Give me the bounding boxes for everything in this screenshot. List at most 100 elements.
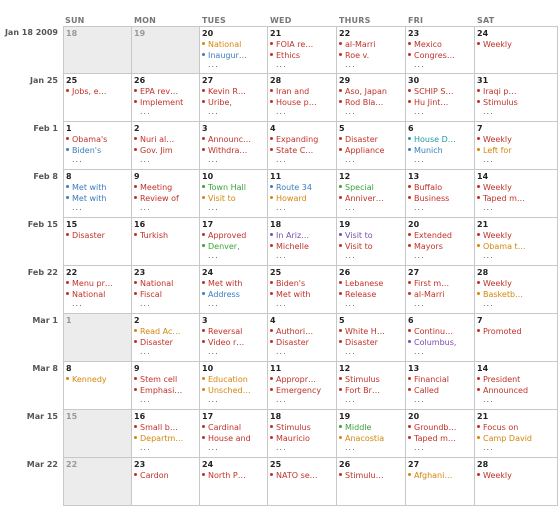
- more-events-link[interactable]: ...: [483, 299, 494, 308]
- more-events-link[interactable]: ...: [276, 347, 287, 356]
- day-cell[interactable]: 19 Middle Anacostia...: [337, 410, 406, 458]
- day-cell[interactable]: 29 Aso, Japan Rod Bla…...: [337, 74, 406, 122]
- day-number[interactable]: 19: [339, 220, 351, 229]
- more-events-link[interactable]: ...: [276, 60, 287, 69]
- day-number[interactable]: 10: [202, 364, 214, 373]
- day-number[interactable]: 26: [339, 460, 351, 469]
- calendar-event[interactable]: National: [200, 39, 267, 50]
- more-events-link[interactable]: ...: [140, 203, 151, 212]
- more-events-link[interactable]: ...: [140, 155, 151, 164]
- day-number[interactable]: 2: [134, 316, 140, 325]
- day-number[interactable]: 8: [66, 172, 72, 181]
- day-cell[interactable]: 20 National Inaugur…...: [200, 26, 268, 74]
- more-events-link[interactable]: ...: [414, 203, 425, 212]
- more-events-link[interactable]: ...: [208, 395, 219, 404]
- more-events-link[interactable]: ...: [276, 395, 287, 404]
- more-events-link[interactable]: ...: [483, 251, 494, 260]
- calendar-event[interactable]: Afghani…: [406, 470, 474, 481]
- more-events-link[interactable]: ...: [140, 443, 151, 452]
- day-number[interactable]: 2: [134, 124, 140, 133]
- day-cell[interactable]: 28 Weekly Basketb…...: [475, 266, 558, 314]
- calendar-event[interactable]: Weekly: [475, 230, 557, 241]
- calendar-event[interactable]: Reversal: [200, 326, 267, 337]
- calendar-event[interactable]: Disaster: [132, 337, 199, 348]
- calendar-event[interactable]: Video r…: [200, 337, 267, 348]
- more-events-link[interactable]: ...: [345, 155, 356, 164]
- calendar-event[interactable]: Appropr…: [268, 374, 336, 385]
- more-events-link[interactable]: ...: [208, 155, 219, 164]
- day-cell[interactable]: 1 Obama's Biden's...: [63, 122, 132, 170]
- calendar-event[interactable]: Jobs, e…: [64, 86, 131, 97]
- day-number[interactable]: 28: [477, 268, 489, 277]
- more-events-link[interactable]: ...: [276, 251, 287, 260]
- day-number[interactable]: 16: [134, 412, 146, 421]
- day-number[interactable]: 13: [408, 364, 420, 373]
- calendar-event[interactable]: Announced: [475, 385, 557, 396]
- calendar-event[interactable]: Obama's: [64, 134, 131, 145]
- day-number[interactable]: 24: [202, 268, 214, 277]
- more-events-link[interactable]: ...: [276, 443, 287, 452]
- day-number[interactable]: 14: [477, 172, 489, 181]
- day-number[interactable]: 1: [66, 316, 72, 325]
- more-events-link[interactable]: ...: [276, 155, 287, 164]
- day-cell[interactable]: 27 First m… al-Marri...: [406, 266, 475, 314]
- day-cell[interactable]: 9 Stem cell Emphasi…...: [132, 362, 200, 410]
- day-number[interactable]: 5: [339, 316, 345, 325]
- more-events-link[interactable]: ...: [140, 107, 151, 116]
- day-number[interactable]: 21: [477, 412, 489, 421]
- day-cell[interactable]: 3 Reversal Video r…...: [200, 314, 268, 362]
- day-cell[interactable]: 23 Mexico Congres…...: [406, 26, 475, 74]
- calendar-event[interactable]: Mexico: [406, 39, 474, 50]
- day-number[interactable]: 3: [202, 124, 208, 133]
- day-cell[interactable]: 16 Small b… Departm…...: [132, 410, 200, 458]
- calendar-event[interactable]: Read Ac…: [132, 326, 199, 337]
- calendar-event[interactable]: Fiscal: [132, 289, 199, 300]
- calendar-event[interactable]: First m…: [406, 278, 474, 289]
- calendar-event[interactable]: Aso, Japan: [337, 86, 405, 97]
- day-number[interactable]: 18: [270, 412, 282, 421]
- calendar-event[interactable]: Cardon: [132, 470, 199, 481]
- day-number[interactable]: 1: [66, 124, 72, 133]
- calendar-event[interactable]: Taped m…: [406, 433, 474, 444]
- calendar-event[interactable]: Weekly: [475, 134, 557, 145]
- calendar-event[interactable]: Taped m…: [475, 193, 557, 204]
- calendar-event[interactable]: White H…: [337, 326, 405, 337]
- more-events-link[interactable]: ...: [208, 443, 219, 452]
- more-events-link[interactable]: ...: [345, 107, 356, 116]
- day-cell[interactable]: 2 Nuri al… Gov. Jim...: [132, 122, 200, 170]
- day-number[interactable]: 11: [270, 364, 282, 373]
- day-cell[interactable]: 24 Met with Address...: [200, 266, 268, 314]
- more-events-link[interactable]: ...: [72, 299, 83, 308]
- day-number[interactable]: 5: [339, 124, 345, 133]
- day-number[interactable]: 25: [270, 460, 282, 469]
- day-number[interactable]: 12: [339, 172, 351, 181]
- day-number[interactable]: 21: [270, 29, 282, 38]
- calendar-event[interactable]: al-Marri: [337, 39, 405, 50]
- calendar-event[interactable]: al-Marri: [406, 289, 474, 300]
- calendar-event[interactable]: Meeting: [132, 182, 199, 193]
- day-number[interactable]: 27: [408, 460, 420, 469]
- day-number[interactable]: 10: [202, 172, 214, 181]
- calendar-event[interactable]: Rod Bla…: [337, 97, 405, 108]
- more-events-link[interactable]: ...: [208, 251, 219, 260]
- calendar-event[interactable]: Gov. Jim: [132, 145, 199, 156]
- calendar-event[interactable]: Ethics: [268, 50, 336, 61]
- day-number[interactable]: 19: [339, 412, 351, 421]
- calendar-event[interactable]: Unsched…: [200, 385, 267, 396]
- calendar-event[interactable]: Met with: [64, 193, 131, 204]
- day-number[interactable]: 22: [66, 460, 78, 469]
- day-cell[interactable]: 23 National Fiscal...: [132, 266, 200, 314]
- calendar-event[interactable]: NATO se…: [268, 470, 336, 481]
- day-number[interactable]: 13: [408, 172, 420, 181]
- calendar-event[interactable]: Promoted: [475, 326, 557, 337]
- day-cell[interactable]: 12 Stimulus Fort Br…...: [337, 362, 406, 410]
- day-cell[interactable]: 26 Lebanese Release...: [337, 266, 406, 314]
- day-cell[interactable]: 5 White H… Disaster...: [337, 314, 406, 362]
- day-cell[interactable]: 15 Disaster: [63, 218, 132, 266]
- more-events-link[interactable]: ...: [140, 347, 151, 356]
- calendar-event[interactable]: Called: [406, 385, 474, 396]
- day-cell[interactable]: 22: [63, 458, 132, 506]
- day-cell[interactable]: 21 FOIA re… Ethics...: [268, 26, 337, 74]
- day-cell[interactable]: 18 In Ariz… Michelle...: [268, 218, 337, 266]
- day-number[interactable]: 9: [134, 172, 140, 181]
